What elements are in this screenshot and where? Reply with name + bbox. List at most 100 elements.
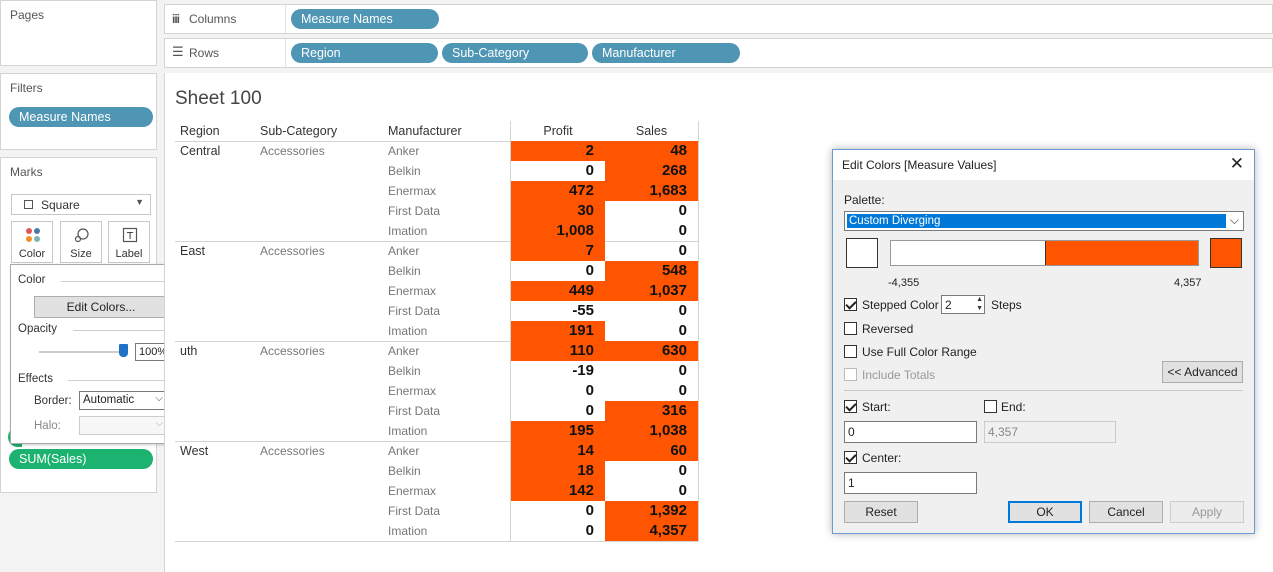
halo-select: ⌵	[79, 416, 168, 435]
columns-shelf[interactable]: iii Columns Measure Names	[164, 4, 1273, 34]
full-color-range-checkbox[interactable]	[844, 345, 857, 358]
sales-value-cell[interactable]: 0	[678, 362, 687, 379]
divider	[61, 281, 184, 282]
sales-value-cell[interactable]: 0	[678, 242, 687, 259]
rows-pill-sub-category[interactable]: Sub-Category	[442, 43, 588, 63]
sales-value-cell[interactable]: 1,038	[605, 421, 698, 441]
sales-value-cell[interactable]: 0	[678, 302, 687, 319]
profit-value-cell[interactable]: 449	[511, 281, 605, 301]
header-sub-category: Sub-Category	[260, 124, 338, 138]
center-checkbox[interactable]	[844, 451, 857, 464]
start-color-swatch[interactable]	[846, 238, 878, 268]
sales-value-cell[interactable]: 630	[605, 341, 698, 361]
color-dots-icon	[26, 228, 40, 242]
manufacturer-cell: Enermax	[388, 484, 437, 498]
sales-value-cell[interactable]: 0	[678, 482, 687, 499]
include-totals-checkbox	[844, 368, 857, 381]
rows-shelf[interactable]: ☰ Rows Region Sub-Category Manufacturer	[164, 38, 1273, 68]
stepped-color-checkbox[interactable]	[844, 298, 857, 311]
rows-pill-manufacturer[interactable]: Manufacturer	[592, 43, 740, 63]
sales-value-cell[interactable]: 48	[605, 141, 698, 161]
header-region: Region	[180, 124, 220, 138]
opacity-value-field[interactable]: 100%	[135, 343, 168, 361]
divider	[698, 121, 699, 542]
sales-value-cell[interactable]: 268	[605, 161, 698, 181]
profit-value-cell[interactable]: 191	[511, 321, 605, 341]
region-cell: West	[180, 444, 209, 458]
profit-value-cell[interactable]: 0	[585, 262, 594, 279]
sales-value-cell[interactable]: 0	[678, 382, 687, 399]
columns-pill-measure-names[interactable]: Measure Names	[291, 9, 439, 29]
edit-colors-button[interactable]: Edit Colors...	[34, 296, 168, 318]
close-icon[interactable]: ✕	[1229, 154, 1244, 173]
manufacturer-cell: First Data	[388, 204, 441, 218]
sales-value-cell[interactable]: 548	[605, 261, 698, 281]
profit-value-cell[interactable]: 14	[511, 441, 605, 461]
profit-value-cell[interactable]: 1,008	[511, 221, 605, 241]
border-select-value: Automatic	[83, 394, 135, 406]
advanced-button[interactable]: << Advanced	[1162, 361, 1243, 383]
end-value-field: 4,357	[984, 421, 1116, 443]
include-totals-label: Include Totals	[862, 368, 936, 382]
profit-value-cell[interactable]: 195	[511, 421, 605, 441]
reversed-checkbox[interactable]	[844, 322, 857, 335]
marks-label-button[interactable]: T Label	[108, 221, 150, 263]
profit-value-cell[interactable]: 0	[585, 382, 594, 399]
sales-value-cell[interactable]: 0	[678, 222, 687, 239]
profit-value-cell[interactable]: -19	[572, 362, 594, 379]
center-value-field[interactable]: 1	[844, 472, 977, 494]
sales-value-cell[interactable]: 1,683	[605, 181, 698, 201]
manufacturer-cell: Enermax	[388, 184, 437, 198]
profit-value-cell[interactable]: 0	[585, 502, 594, 519]
profit-value-cell[interactable]: 0	[585, 522, 594, 539]
mark-type-label: Square	[41, 198, 80, 212]
profit-value-cell[interactable]: 110	[511, 341, 605, 361]
opacity-slider-thumb[interactable]	[119, 344, 128, 357]
ok-button[interactable]: OK	[1008, 501, 1082, 523]
color-popup: Color Edit Colors... Opacity 100% Effect…	[10, 264, 192, 444]
steps-spinner[interactable]: 2 ▲ ▼	[941, 295, 985, 314]
marks-color-button[interactable]: Color	[11, 221, 53, 263]
sales-value-cell[interactable]: 4,357	[605, 521, 698, 541]
start-checkbox[interactable]	[844, 400, 857, 413]
sales-value-cell[interactable]: 1,392	[605, 501, 698, 521]
profit-value-cell[interactable]: 30	[511, 201, 605, 221]
columns-icon: iii	[172, 12, 180, 26]
end-color-swatch[interactable]	[1210, 238, 1242, 268]
start-value-field[interactable]: 0	[844, 421, 977, 443]
filter-pill-measure-names[interactable]: Measure Names	[9, 107, 153, 127]
sales-value-cell[interactable]: 0	[678, 462, 687, 479]
profit-value-cell[interactable]: 18	[511, 461, 605, 481]
spinner-down-icon[interactable]: ▼	[976, 305, 983, 312]
mark-type-dropdown[interactable]: Square ▼	[11, 194, 151, 215]
sales-value-cell[interactable]: 1,037	[605, 281, 698, 301]
border-select[interactable]: Automatic ⌵	[79, 391, 168, 410]
rows-pill-region[interactable]: Region	[291, 43, 438, 63]
sales-value-cell[interactable]: 60	[605, 441, 698, 461]
pages-card[interactable]: Pages	[0, 0, 157, 66]
spinner-up-icon[interactable]: ▲	[976, 296, 983, 303]
profit-value-cell[interactable]: 2	[511, 141, 605, 161]
marks-size-button[interactable]: Size	[60, 221, 102, 263]
end-checkbox[interactable]	[984, 400, 997, 413]
manufacturer-cell: Belkin	[388, 364, 421, 378]
filters-card[interactable]: Filters Measure Names	[0, 73, 157, 150]
palette-select[interactable]: Custom Diverging ⌵	[844, 211, 1244, 231]
sales-value-cell[interactable]: 0	[678, 322, 687, 339]
region-cell: uth	[180, 344, 198, 358]
profit-value-cell[interactable]: 0	[585, 162, 594, 179]
filters-title: Filters	[10, 81, 43, 95]
profit-value-cell[interactable]: 472	[511, 181, 605, 201]
manufacturer-cell: Belkin	[388, 264, 421, 278]
profit-value-cell[interactable]: 142	[511, 481, 605, 501]
sales-value-cell[interactable]: 0	[678, 202, 687, 219]
marks-pill-sum-sales[interactable]: SUM(Sales)	[9, 449, 153, 469]
profit-value-cell[interactable]: 7	[511, 241, 605, 261]
opacity-slider[interactable]	[39, 344, 128, 358]
palette-label: Palette:	[844, 193, 885, 207]
sales-value-cell[interactable]: 316	[605, 401, 698, 421]
profit-value-cell[interactable]: 0	[585, 402, 594, 419]
profit-value-cell[interactable]: -55	[572, 302, 594, 319]
cancel-button[interactable]: Cancel	[1089, 501, 1163, 523]
reset-button[interactable]: Reset	[844, 501, 918, 523]
